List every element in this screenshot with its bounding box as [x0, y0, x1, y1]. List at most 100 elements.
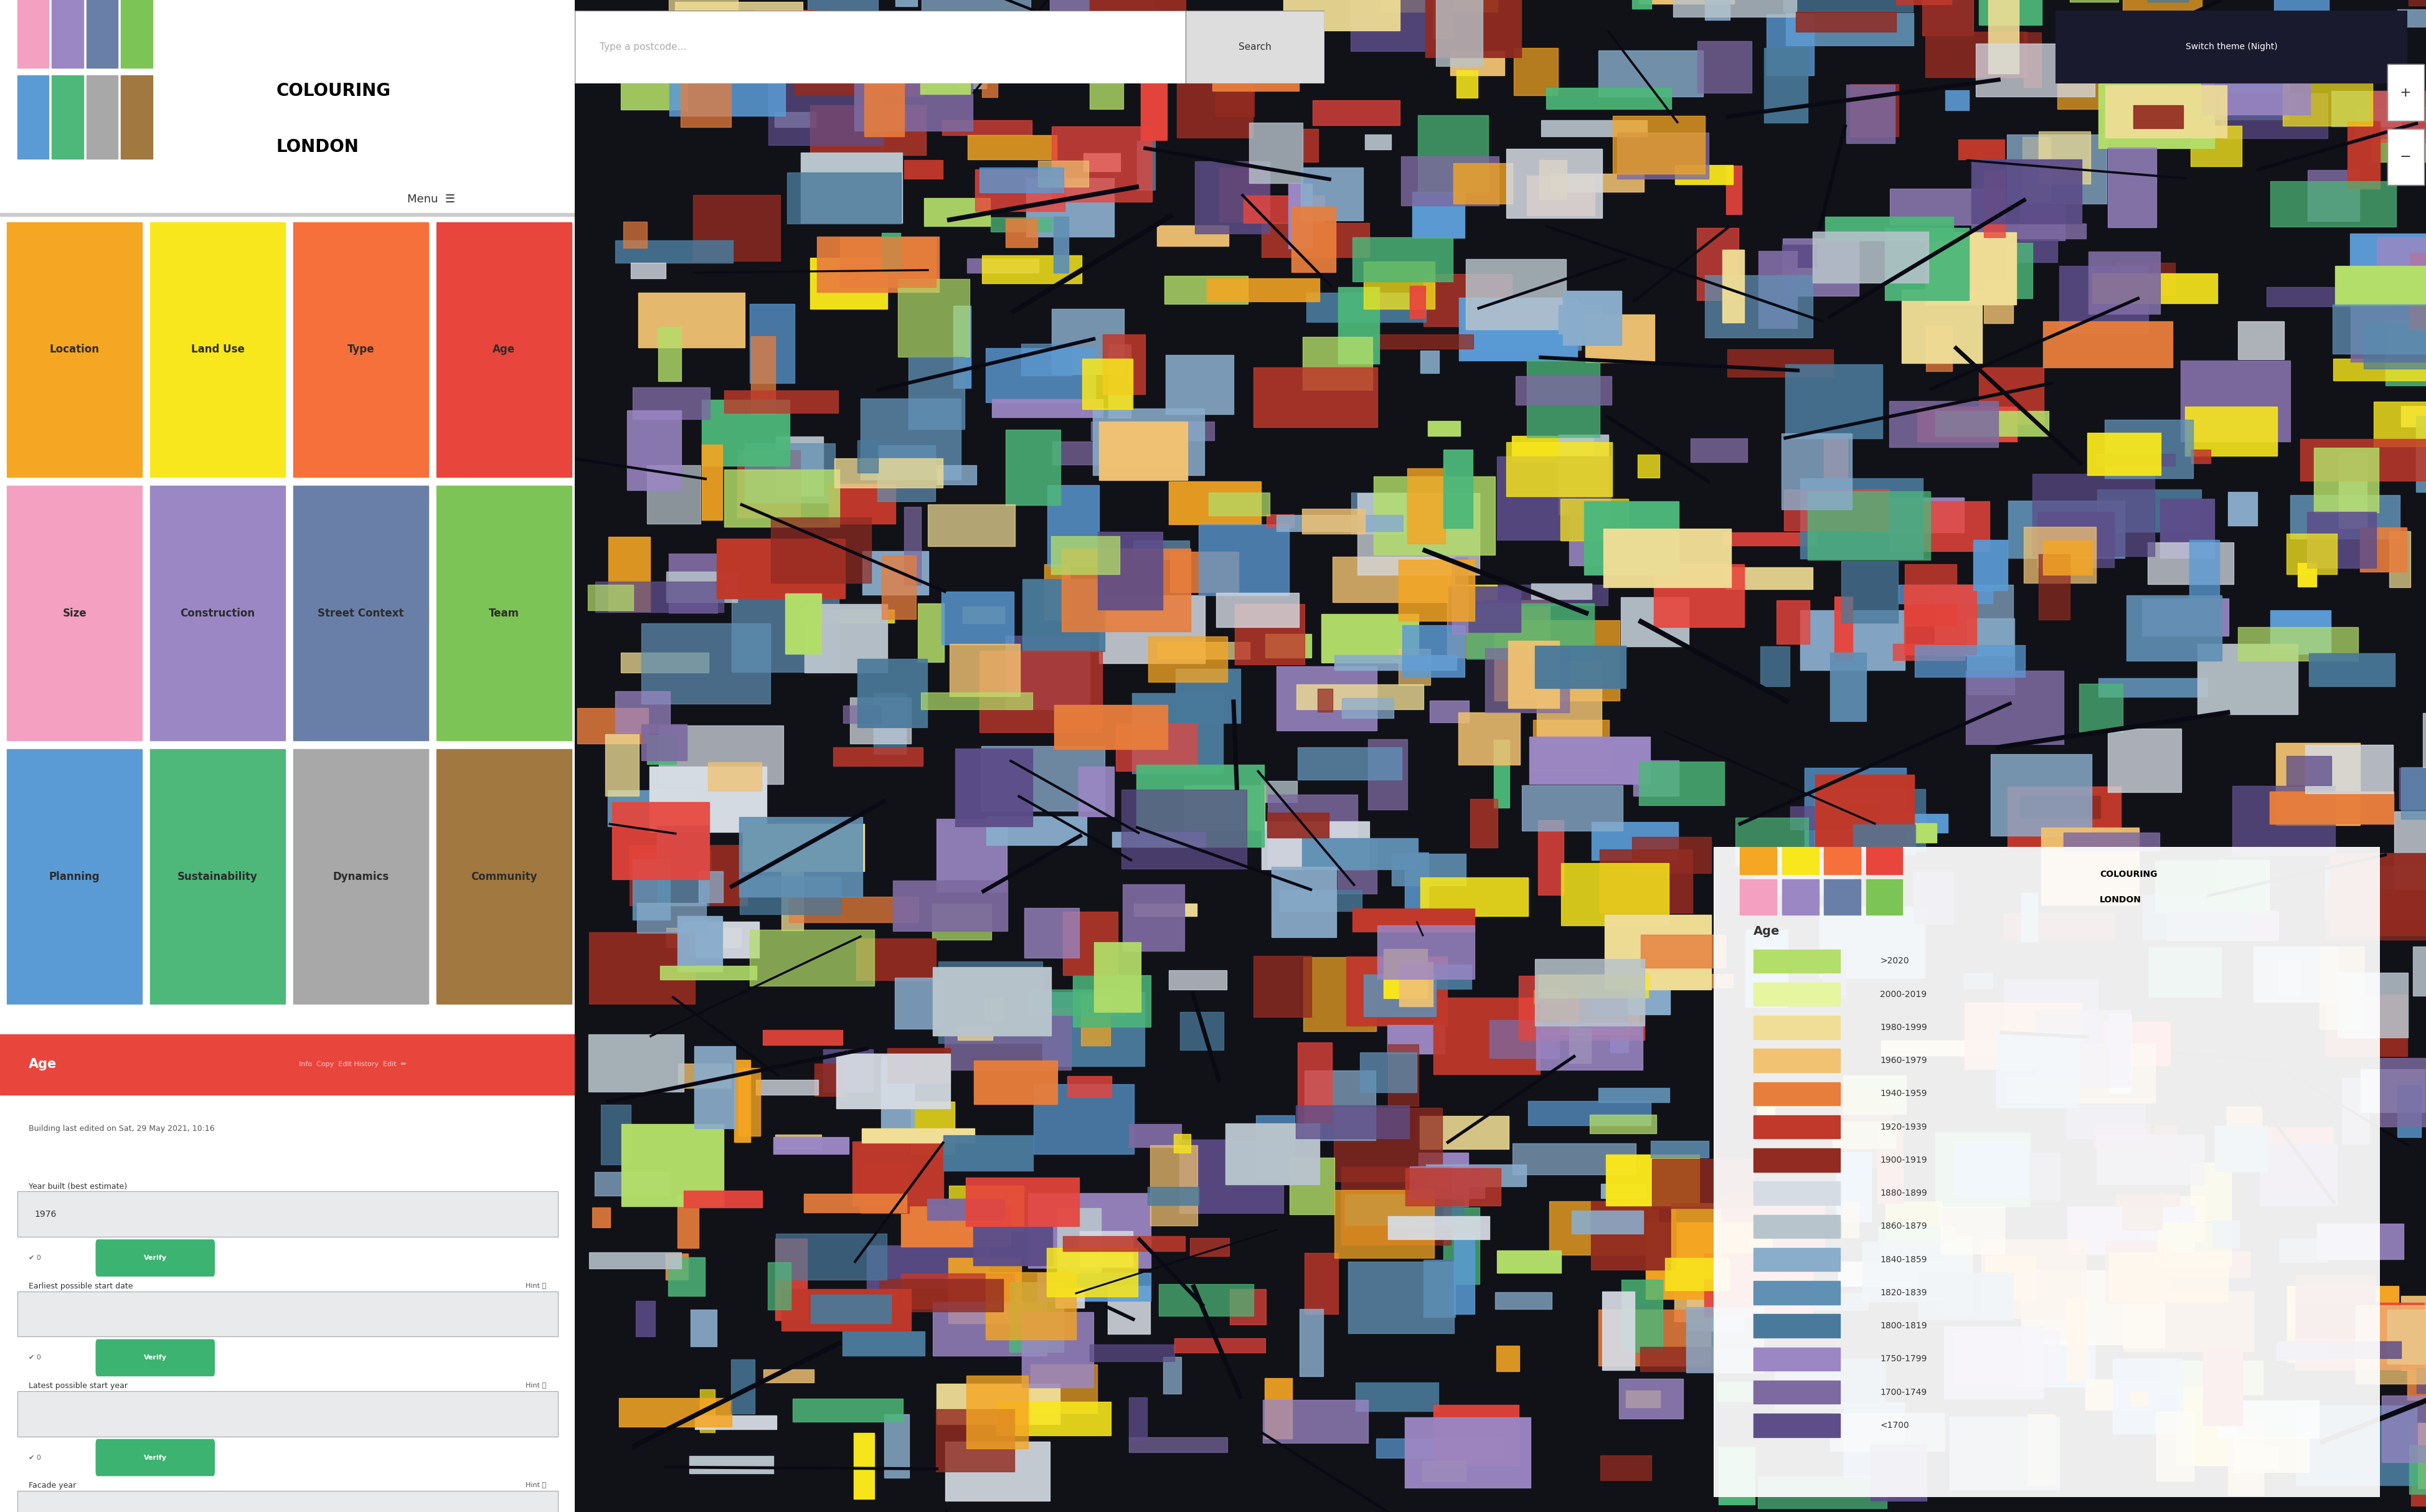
Bar	[2004, 913, 2115, 940]
Bar	[878, 1279, 1004, 1311]
Bar	[2123, 1279, 2164, 1347]
Text: 2000-2019: 2000-2019	[1880, 990, 1926, 998]
Bar	[1128, 1436, 1228, 1452]
Text: Latest possible start year: Latest possible start year	[29, 1382, 129, 1390]
Bar	[2263, 1126, 2334, 1191]
Bar	[2317, 1223, 2404, 1259]
Bar	[2067, 1207, 2196, 1255]
Bar	[1982, 1240, 2086, 1318]
Text: ✔ 0: ✔ 0	[29, 1455, 41, 1461]
Bar	[1448, 587, 1521, 632]
Bar	[900, 1273, 1014, 1308]
Bar	[1446, 600, 1550, 658]
Bar	[51, 76, 82, 159]
Bar	[2094, 1123, 2149, 1148]
Bar	[990, 218, 1050, 231]
Bar	[2096, 454, 2174, 466]
Bar	[1754, 1380, 1839, 1405]
Bar	[1533, 720, 1608, 770]
Bar	[1150, 1145, 1198, 1226]
Bar	[1921, 0, 1975, 35]
Bar	[679, 45, 730, 127]
Bar	[1625, 1391, 1659, 1408]
Text: Age: Age	[1754, 925, 1781, 937]
Bar	[1303, 957, 1376, 1031]
Bar	[640, 724, 687, 761]
Text: 1960-1979: 1960-1979	[1880, 1057, 1926, 1064]
Bar	[939, 962, 1043, 1043]
Bar	[1536, 959, 1645, 1025]
Bar	[1354, 909, 1475, 931]
Bar	[1754, 950, 1839, 972]
Bar	[975, 169, 1065, 212]
Bar	[2334, 305, 2426, 354]
Bar	[1342, 1167, 1451, 1244]
Bar	[1303, 337, 1373, 390]
Bar	[1841, 561, 1897, 623]
Bar	[983, 76, 997, 97]
Bar	[1844, 1403, 1904, 1477]
Bar	[919, 64, 970, 94]
Bar	[691, 1309, 716, 1347]
Bar	[1426, 1164, 1526, 1187]
Bar	[716, 538, 844, 599]
Bar	[590, 931, 696, 1004]
Bar	[1080, 767, 1114, 816]
Bar	[932, 1302, 1046, 1356]
Bar	[694, 195, 781, 260]
Bar	[1400, 156, 1499, 206]
Bar	[934, 968, 1050, 1036]
Bar	[2348, 121, 2380, 189]
Text: Building last edited on Sat, 29 May 2021, 10:16: Building last edited on Sat, 29 May 2021…	[29, 1125, 213, 1132]
Bar	[682, 921, 759, 957]
Bar	[628, 410, 682, 490]
Bar	[2043, 322, 2171, 367]
Bar	[1536, 1022, 1642, 1070]
Bar	[936, 818, 1007, 892]
Bar	[1410, 1166, 1485, 1199]
Bar	[1591, 986, 1669, 1015]
Bar	[2424, 714, 2426, 768]
Bar	[2213, 1220, 2239, 1247]
Bar	[1674, 165, 1732, 184]
Bar	[1705, 0, 1730, 20]
Bar	[883, 233, 900, 272]
Bar	[1337, 841, 1378, 894]
Bar	[1759, 1476, 1887, 1509]
Text: Menu  ☰: Menu ☰	[408, 194, 456, 206]
Bar	[2295, 1405, 2416, 1485]
Bar	[1305, 293, 1426, 322]
Bar	[1009, 1282, 1063, 1352]
Bar	[1754, 1083, 1839, 1105]
Bar	[856, 659, 927, 727]
Bar	[2021, 206, 2065, 240]
Bar	[1266, 514, 1293, 528]
Bar	[1300, 1309, 1322, 1376]
Bar	[17, 1391, 558, 1436]
Bar	[2387, 1309, 2426, 1364]
Bar	[638, 903, 706, 933]
Bar	[1589, 1114, 1657, 1132]
Bar	[1761, 646, 1790, 686]
Bar	[864, 53, 905, 136]
Bar	[771, 517, 871, 584]
Bar	[1400, 962, 1434, 1007]
Bar	[1305, 1070, 1376, 1140]
Bar	[1397, 559, 1475, 621]
Bar	[1053, 216, 1070, 272]
Bar	[966, 1178, 1080, 1226]
Bar	[1419, 1116, 1509, 1149]
Bar	[1089, 27, 1123, 109]
Bar	[1722, 249, 1744, 322]
Bar	[1458, 298, 1577, 361]
Bar	[1451, 51, 1504, 76]
Bar	[1604, 915, 1710, 989]
Bar	[1781, 434, 1851, 510]
Bar	[1538, 160, 1567, 200]
Bar	[1883, 1040, 1999, 1055]
Bar	[2402, 407, 2426, 426]
Bar	[2106, 85, 2227, 138]
Bar	[888, 76, 924, 95]
Bar	[2043, 541, 2091, 575]
Bar	[1208, 493, 1269, 516]
